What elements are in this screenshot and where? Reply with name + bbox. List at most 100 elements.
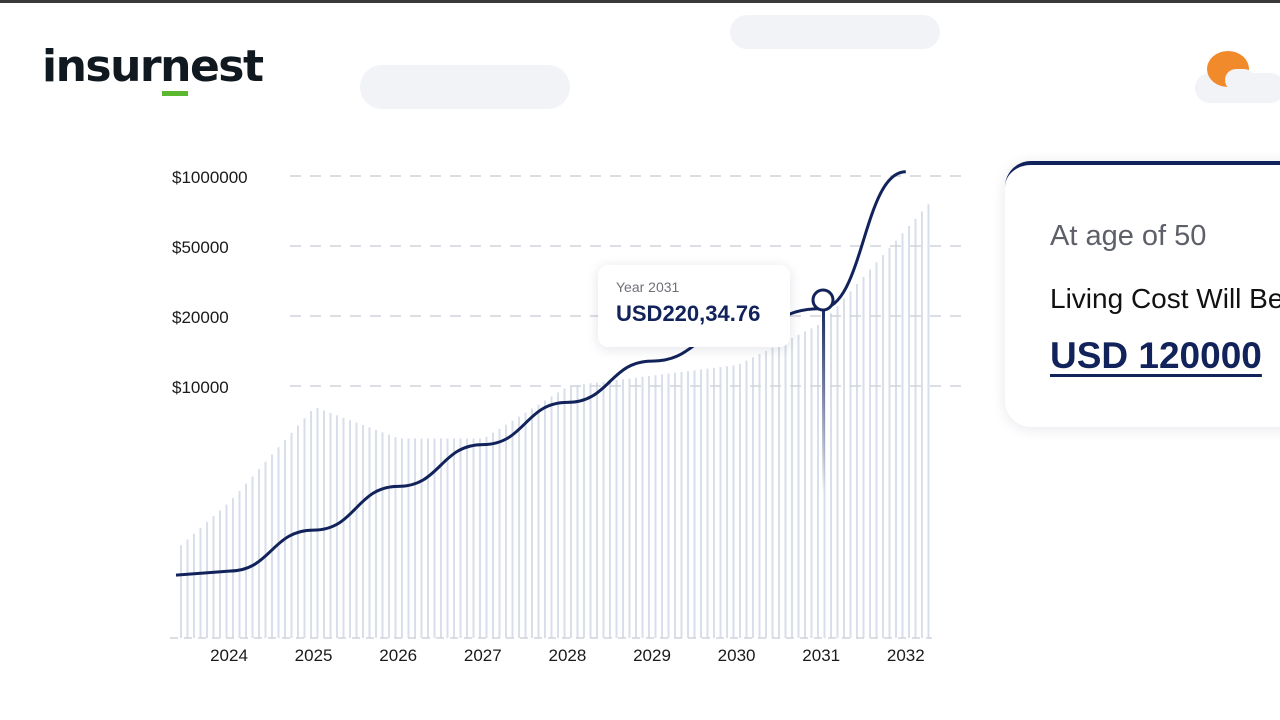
background-bar bbox=[849, 291, 852, 638]
y-tick-label: $20000 bbox=[172, 308, 229, 327]
background-bar bbox=[375, 429, 377, 638]
background-bar bbox=[765, 350, 767, 638]
background-bar bbox=[875, 262, 878, 638]
background-bar bbox=[466, 438, 468, 638]
background-bar bbox=[648, 376, 650, 638]
background-bar bbox=[771, 347, 774, 638]
background-bar bbox=[888, 247, 891, 639]
background-bar bbox=[563, 388, 566, 638]
highlight-point-marker bbox=[811, 288, 835, 312]
background-bar bbox=[687, 371, 689, 638]
background-bar bbox=[193, 533, 195, 638]
background-bar bbox=[752, 357, 754, 638]
y-tick-label: $50000 bbox=[172, 238, 229, 257]
background-bar bbox=[427, 438, 429, 638]
background-bar bbox=[245, 483, 247, 638]
background-bar bbox=[407, 438, 410, 638]
background-bar bbox=[492, 432, 494, 638]
background-bar bbox=[518, 416, 520, 638]
background-bar bbox=[219, 510, 221, 638]
background-bar bbox=[615, 380, 618, 638]
x-tick-label: 2030 bbox=[718, 646, 756, 665]
background-bar bbox=[446, 438, 449, 638]
background-bar bbox=[310, 411, 312, 638]
background-bar bbox=[485, 436, 488, 638]
background-bar bbox=[505, 424, 507, 638]
grid-lines bbox=[170, 175, 962, 639]
background-bar bbox=[843, 298, 845, 638]
background-bar bbox=[349, 420, 351, 638]
background-bar bbox=[557, 392, 559, 638]
brand-logo-accent bbox=[162, 91, 188, 96]
background-bars bbox=[180, 204, 930, 639]
background-bar bbox=[316, 408, 319, 638]
background-bar bbox=[622, 379, 624, 638]
background-bar bbox=[719, 367, 722, 638]
background-bar bbox=[323, 410, 325, 638]
background-bar bbox=[355, 422, 358, 638]
background-bar bbox=[251, 476, 254, 638]
background-bar bbox=[388, 434, 390, 638]
background-bar bbox=[700, 369, 702, 638]
background-bar bbox=[901, 233, 904, 639]
background-bar bbox=[362, 425, 364, 638]
background-bar bbox=[628, 378, 631, 638]
background-bar bbox=[661, 374, 663, 638]
background-bar bbox=[576, 384, 579, 638]
x-tick-label: 2025 bbox=[295, 646, 333, 665]
background-bar bbox=[778, 344, 780, 638]
background-bar bbox=[758, 354, 761, 638]
brand-logo: insurnest bbox=[42, 41, 264, 92]
card-amount-link[interactable]: USD 120000 bbox=[1050, 335, 1262, 376]
sun-cloud-icon bbox=[1207, 51, 1255, 91]
x-tick-label: 2031 bbox=[802, 646, 840, 665]
background-bar bbox=[641, 376, 644, 638]
y-tick-label: $10000 bbox=[172, 378, 229, 397]
background-bar bbox=[433, 438, 436, 638]
tooltip-year: Year 2031 bbox=[616, 279, 680, 295]
background-bar bbox=[440, 438, 442, 638]
background-bar bbox=[862, 276, 865, 638]
background-bar bbox=[830, 313, 832, 638]
background-bar bbox=[544, 400, 546, 638]
background-bar bbox=[511, 420, 514, 638]
background-bar bbox=[726, 366, 728, 638]
y-axis-ticks: $1000000 $50000 $20000 $10000 bbox=[172, 168, 248, 397]
x-axis-ticks: 2024 2025 2026 2027 2028 2029 2030 2031 2032 bbox=[210, 646, 925, 665]
x-tick-label: 2026 bbox=[379, 646, 417, 665]
background-bar bbox=[706, 368, 709, 638]
x-tick-label: 2032 bbox=[887, 646, 925, 665]
background-bar bbox=[394, 437, 397, 638]
background-bar bbox=[329, 412, 332, 638]
background-bar bbox=[674, 372, 676, 638]
background-bar bbox=[381, 432, 384, 638]
background-bar bbox=[524, 412, 527, 638]
background-bar bbox=[232, 498, 234, 638]
background-bar bbox=[797, 334, 800, 638]
background-bar bbox=[882, 255, 884, 638]
background-bar bbox=[550, 396, 553, 638]
background-bar bbox=[264, 461, 267, 638]
cloud-decoration bbox=[730, 15, 940, 49]
background-bar bbox=[479, 438, 481, 638]
background-bar bbox=[401, 438, 403, 638]
background-bar bbox=[713, 367, 715, 638]
background-bar bbox=[537, 404, 540, 638]
background-bar bbox=[206, 522, 208, 638]
background-bar bbox=[336, 415, 338, 638]
background-bar bbox=[784, 341, 787, 638]
card-living-cost-text: Living Cost Will Be bbox=[1050, 283, 1280, 314]
background-bar bbox=[927, 204, 930, 639]
background-bar bbox=[472, 438, 475, 638]
background-bar bbox=[745, 360, 748, 638]
background-bar bbox=[609, 380, 611, 638]
highlight-drop-line bbox=[822, 303, 825, 493]
background-bar bbox=[804, 331, 806, 638]
background-bar bbox=[570, 385, 572, 638]
background-bar bbox=[914, 218, 917, 639]
background-bar bbox=[414, 438, 416, 638]
background-bar bbox=[199, 527, 202, 638]
background-bar bbox=[856, 284, 858, 638]
series-line bbox=[175, 170, 907, 577]
background-bar bbox=[498, 428, 501, 638]
